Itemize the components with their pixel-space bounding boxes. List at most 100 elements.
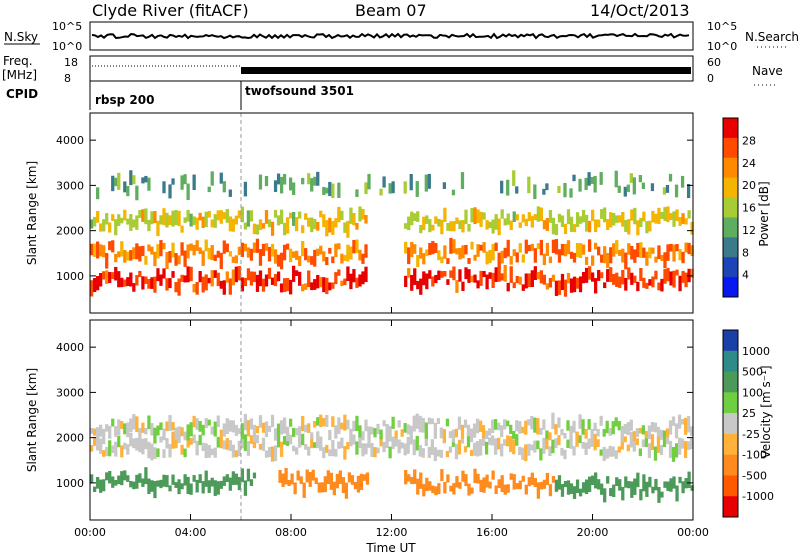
power-echo-cell bbox=[600, 254, 604, 263]
velocity-echo-cell bbox=[273, 428, 278, 441]
velocity-echo-cell bbox=[500, 443, 504, 457]
power-echo-cell bbox=[476, 209, 480, 223]
velocity-echo-cell bbox=[165, 438, 169, 449]
power-echo-cell bbox=[340, 253, 344, 264]
velocity-echo-cell bbox=[370, 443, 374, 458]
power-echo-cell bbox=[407, 268, 411, 278]
power-echo-cell bbox=[349, 246, 353, 260]
velocity-echo-cell bbox=[428, 481, 432, 491]
power-echo-cell bbox=[560, 243, 565, 256]
velocity-echo-cell bbox=[102, 428, 106, 445]
power-echo-cell bbox=[90, 280, 94, 297]
power-echo-cell bbox=[141, 177, 145, 184]
power-echo-cell bbox=[548, 209, 553, 223]
velocity-echo-cell bbox=[596, 428, 600, 437]
power-echo-cell bbox=[645, 221, 649, 234]
power-echo-cell bbox=[668, 173, 673, 182]
velocity-echo-cell bbox=[449, 485, 453, 492]
power-echo-cell bbox=[216, 272, 220, 287]
power-echo-cell bbox=[343, 222, 347, 233]
freq-label: Freq. bbox=[3, 54, 33, 68]
velocity-echo-cell bbox=[413, 469, 417, 484]
power-echo-cell bbox=[443, 271, 447, 277]
power-echo-cell bbox=[575, 277, 580, 289]
power-echo-cell bbox=[578, 178, 582, 192]
velocity-echo-cell bbox=[307, 446, 311, 456]
power-colorbar-tick: 20 bbox=[742, 179, 756, 192]
velocity-echo-cell bbox=[373, 447, 377, 458]
velocity-echo-cell bbox=[485, 474, 489, 488]
power-echo-cell bbox=[578, 216, 583, 224]
power-echo-cell bbox=[282, 278, 287, 293]
freq-tick-top: 18 bbox=[64, 56, 78, 69]
velocity-echo-cell bbox=[144, 438, 148, 450]
velocity-echo-cell bbox=[186, 440, 190, 448]
power-echo-cell bbox=[665, 184, 670, 193]
velocity-echo-layer bbox=[90, 412, 694, 503]
velocity-echo-cell bbox=[231, 420, 235, 433]
velocity-echo-cell bbox=[472, 442, 477, 456]
velocity-echo-cell bbox=[678, 476, 682, 484]
power-echo-cell bbox=[662, 187, 667, 195]
power-echo-cell bbox=[410, 275, 414, 291]
velocity-echo-cell bbox=[328, 449, 332, 457]
power-echo-cell bbox=[425, 273, 429, 290]
power-echo-cell bbox=[192, 216, 196, 225]
velocity-echo-cell bbox=[407, 474, 411, 482]
velocity-echo-cell bbox=[195, 418, 199, 430]
power-echo-cell bbox=[488, 249, 492, 264]
velocity-echo-cell bbox=[548, 484, 553, 497]
power-echo-cell bbox=[410, 241, 414, 258]
power-echo-cell bbox=[355, 239, 359, 254]
velocity-echo-cell bbox=[328, 429, 332, 441]
power-echo-cell bbox=[527, 212, 531, 222]
velocity-echo-cell bbox=[644, 431, 649, 448]
velocity-echo-cell bbox=[620, 426, 624, 443]
velocity-echo-cell bbox=[421, 417, 425, 433]
velocity-echo-cell bbox=[593, 422, 597, 432]
velocity-echo-cell bbox=[621, 486, 625, 501]
power-echo-cell bbox=[355, 222, 359, 230]
velocity-echo-cell bbox=[560, 447, 564, 456]
power-echo-cell bbox=[449, 237, 453, 254]
velocity-echo-cell bbox=[90, 474, 94, 484]
velocity-echo-cell bbox=[117, 475, 121, 485]
velocity-echo-cell bbox=[344, 482, 349, 499]
velocity-echo-cell bbox=[509, 473, 513, 480]
power-echo-cell bbox=[153, 210, 157, 224]
power-echo-cell bbox=[464, 244, 468, 255]
velocity-echo-cell bbox=[487, 428, 492, 436]
velocity-echo-cell bbox=[440, 469, 444, 482]
power-echo-cell bbox=[425, 249, 429, 257]
power-echo-cell bbox=[422, 271, 426, 286]
power-echo-cell bbox=[467, 223, 471, 232]
velocity-echo-cell bbox=[427, 417, 431, 425]
velocity-echo-cell bbox=[617, 446, 621, 453]
power-echo-cell bbox=[642, 277, 646, 288]
velocity-echo-cell bbox=[650, 434, 655, 450]
velocity-echo-cell bbox=[352, 434, 356, 445]
power-echo-cell bbox=[186, 244, 190, 259]
velocity-echo-cell bbox=[204, 470, 208, 487]
power-echo-cell bbox=[578, 243, 583, 259]
power-echo-cell bbox=[216, 250, 220, 258]
power-echo-cell bbox=[213, 270, 217, 278]
power-echo-cell bbox=[264, 210, 269, 224]
velocity-echo-cell bbox=[90, 445, 94, 452]
power-echo-cell bbox=[648, 220, 652, 232]
power-echo-cell bbox=[545, 218, 550, 231]
xtick-label-3: 12:00 bbox=[376, 526, 408, 539]
date-title: 14/Oct/2013 bbox=[590, 1, 690, 20]
velocity-echo-cell bbox=[343, 446, 347, 460]
power-echo-cell bbox=[687, 242, 691, 255]
power-echo-cell bbox=[500, 273, 504, 281]
power-echo-cell bbox=[295, 270, 299, 277]
velocity-echo-cell bbox=[451, 439, 456, 447]
power-echo-cell bbox=[186, 183, 190, 201]
velocity-echo-cell bbox=[168, 415, 172, 432]
power-echo-cell bbox=[491, 219, 495, 234]
power-ytick-label-1: 2000 bbox=[56, 225, 84, 238]
power-echo-cell bbox=[138, 246, 142, 262]
power-echo-cell bbox=[681, 213, 685, 224]
velocity-echo-cell bbox=[231, 471, 235, 485]
